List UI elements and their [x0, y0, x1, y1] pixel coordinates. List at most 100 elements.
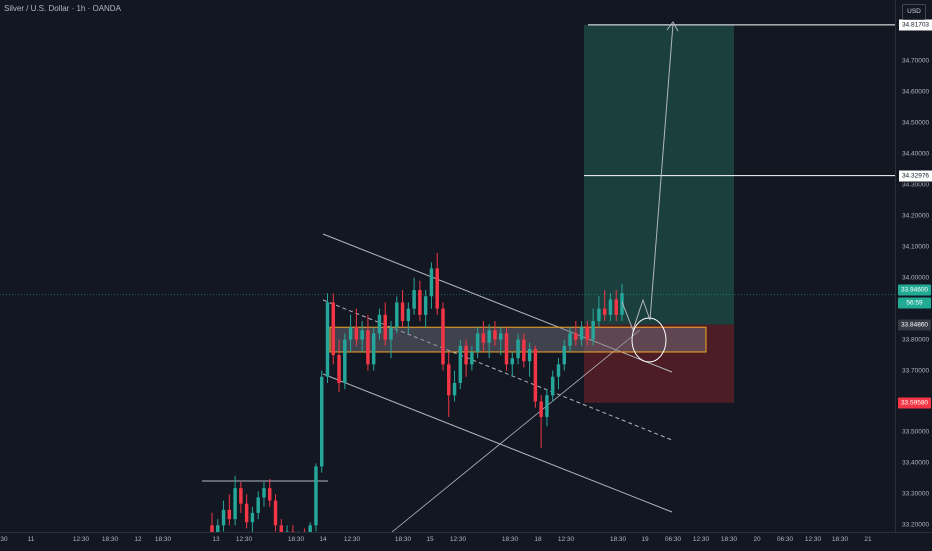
candle-body: [400, 302, 405, 322]
candle-body: [545, 395, 549, 417]
time-tick: 20: [753, 536, 761, 543]
candle: [348, 314, 353, 352]
price-tick: 34.20000: [902, 212, 930, 220]
price-tick: 33.80000: [902, 336, 930, 344]
candle-body: [602, 308, 607, 315]
time-tick: 18:30: [394, 536, 412, 543]
candle-body: [285, 531, 289, 532]
candle: [400, 290, 405, 328]
countdown-label: 56:59: [898, 297, 931, 309]
projection-arrow-head: [666, 21, 679, 32]
current-price-label: 33.94600: [898, 284, 931, 296]
time-tick: 18:30: [609, 536, 627, 543]
candle-body: [227, 509, 232, 520]
price-tick: 34.40000: [902, 150, 930, 158]
candle: [504, 327, 509, 371]
candle-body: [308, 525, 312, 532]
candle: [389, 321, 393, 359]
candle-body: [470, 351, 474, 365]
candle-body: [273, 500, 278, 526]
candle: [227, 494, 232, 526]
time-tick: 18: [534, 536, 542, 543]
time-tick: 18:30: [154, 536, 172, 543]
candle: [221, 500, 226, 532]
candle-body: [510, 358, 515, 365]
candle-body: [585, 327, 590, 340]
candle-body: [256, 497, 260, 513]
candle-body: [210, 525, 214, 532]
time-tick: 12:30: [343, 536, 361, 543]
candle-body: [262, 488, 266, 498]
candle: [331, 293, 335, 365]
candle-body: [244, 503, 249, 523]
loss-zone: [584, 324, 734, 403]
price-tick: 33.70000: [902, 367, 930, 375]
candle-body: [441, 308, 445, 365]
time-tick: 06:30: [664, 536, 682, 543]
candle-body: [556, 364, 561, 377]
candle: [343, 333, 347, 390]
price-tick: 33.40000: [902, 459, 930, 467]
channel-lower-line: [322, 373, 673, 513]
candle-body: [539, 401, 543, 417]
candle-body: [464, 345, 468, 365]
candle: [493, 321, 497, 346]
candle: [481, 321, 486, 352]
candle: [244, 494, 249, 529]
time-tick: 12: [134, 536, 142, 543]
candle: [591, 308, 595, 346]
time-scale[interactable]: 30 11 12:30 18:30 12 18:30 13 12:30 18:30 14 12:30…: [0, 532, 932, 551]
candle-body: [291, 531, 295, 532]
candle: [475, 327, 480, 359]
overlay-layer: [621, 21, 679, 363]
time-tick: 06:30: [776, 536, 794, 543]
time-tick: 19: [641, 536, 649, 543]
time-tick: 12:30: [557, 536, 575, 543]
candle: [418, 280, 422, 322]
candle-body: [319, 376, 324, 467]
price-tick: 34.10000: [902, 243, 930, 251]
projection-path: [621, 298, 651, 332]
candle-body: [314, 466, 318, 526]
candle: [533, 345, 538, 408]
candle-body: [389, 327, 393, 340]
drawings-layer: [0, 24, 895, 532]
candle: [568, 327, 572, 352]
time-tick: 12:30: [692, 536, 710, 543]
candle: [395, 296, 399, 334]
candle-body: [550, 376, 555, 396]
time-tick: 21: [864, 536, 872, 543]
candle: [527, 342, 532, 377]
price-chart[interactable]: [0, 0, 895, 532]
candle-body: [377, 314, 382, 334]
candle-body: [395, 302, 399, 328]
price-tick: 34.50000: [902, 119, 930, 127]
candle-body: [325, 302, 330, 377]
candle-body: [268, 488, 272, 501]
chart-area[interactable]: Silver / U.S. Dollar · 1h · OANDA: [0, 0, 895, 532]
candle: [614, 290, 618, 322]
time-tick: 30: [0, 536, 8, 543]
channel-upper-line: [322, 233, 673, 373]
time-tick: 12:30: [804, 536, 822, 543]
candle: [562, 339, 566, 371]
price-scale[interactable]: 34.70000 34.60000 34.50000 34.40000 34.30000…: [895, 0, 932, 532]
candle: [314, 463, 318, 532]
time-tick: 18:30: [287, 536, 305, 543]
candle-body: [504, 333, 509, 365]
currency-button[interactable]: USD: [902, 4, 926, 20]
candle: [366, 314, 370, 371]
candle: [360, 321, 364, 352]
candle: [539, 395, 543, 448]
candle: [337, 339, 341, 393]
candle-body: [383, 314, 387, 340]
candle-body: [591, 321, 595, 340]
time-tick: 15: [426, 536, 434, 543]
candle: [256, 491, 260, 520]
price-tick: 34.30000: [902, 181, 930, 189]
candle: [574, 321, 578, 346]
candle: [383, 302, 387, 346]
candle-body: [527, 348, 532, 362]
candle: [291, 525, 295, 532]
candle: [585, 321, 590, 346]
